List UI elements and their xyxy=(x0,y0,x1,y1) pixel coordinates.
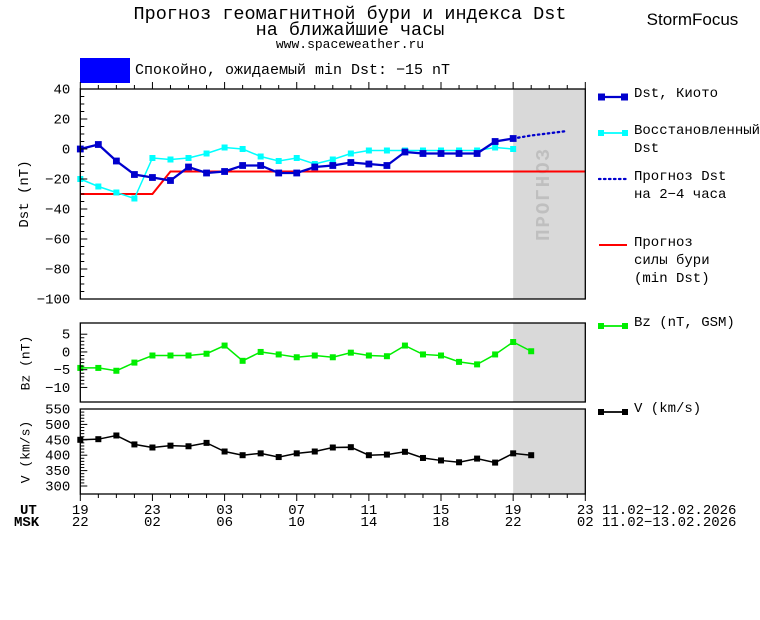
svg-text:550: 550 xyxy=(45,403,70,419)
svg-text:450: 450 xyxy=(45,433,70,449)
svg-text:−100: −100 xyxy=(37,293,71,309)
svg-text:350: 350 xyxy=(45,464,70,480)
svg-text:300: 300 xyxy=(45,480,70,496)
svg-text:0: 0 xyxy=(62,143,70,159)
svg-text:ПРОГНОЗ: ПРОГНОЗ xyxy=(533,147,555,241)
svg-text:40: 40 xyxy=(53,83,70,99)
svg-text:5: 5 xyxy=(62,328,70,344)
svg-text:400: 400 xyxy=(45,449,70,465)
svg-text:−5: −5 xyxy=(53,363,70,379)
svg-text:−80: −80 xyxy=(45,263,70,279)
svg-text:−10: −10 xyxy=(45,381,70,397)
svg-text:−20: −20 xyxy=(45,173,70,189)
svg-text:−40: −40 xyxy=(45,203,70,219)
svg-text:0: 0 xyxy=(62,345,70,361)
svg-text:−60: −60 xyxy=(45,233,70,249)
svg-text:500: 500 xyxy=(45,418,70,434)
svg-text:20: 20 xyxy=(53,113,70,129)
